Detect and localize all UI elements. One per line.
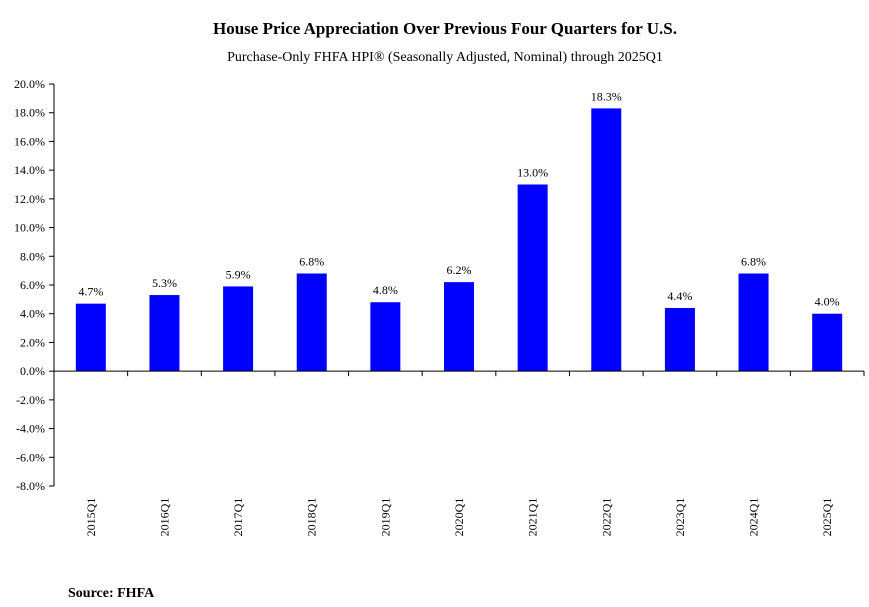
chart-subtitle: Purchase-Only FHFA HPI® (Seasonally Adju… [227, 50, 663, 65]
bar-2024Q1 [738, 273, 769, 372]
bars [75, 108, 843, 372]
x-tick-label-2017Q1: 2017Q1 [231, 498, 245, 537]
bar-2018Q1 [296, 273, 327, 372]
y-tick-label: 14.0% [14, 163, 45, 177]
source-note: Source: FHFA [68, 586, 155, 601]
x-tick-label-2025Q1: 2025Q1 [820, 498, 834, 537]
data-label-2020Q1: 6.2% [447, 263, 472, 277]
x-tick-label-2018Q1: 2018Q1 [305, 498, 319, 537]
x-tick-label-2022Q1: 2022Q1 [599, 498, 613, 537]
x-tick-label-2015Q1: 2015Q1 [84, 498, 98, 537]
bar-2020Q1 [444, 282, 474, 372]
data-label-2019Q1: 4.8% [373, 283, 398, 297]
y-tick-label: 16.0% [14, 134, 45, 148]
y-tick-label: 18.0% [14, 106, 45, 120]
y-tick-label: 10.0% [14, 221, 45, 235]
data-label-2015Q1: 4.7% [78, 285, 103, 299]
y-tick-label: 4.0% [20, 307, 45, 321]
bar-2019Q1 [370, 302, 401, 372]
data-label-2017Q1: 5.9% [226, 267, 251, 281]
y-tick-label: 20.0% [14, 77, 45, 91]
x-tick-label-2023Q1: 2023Q1 [673, 498, 687, 537]
y-axis-ticks: 20.0% 18.0% 16.0% 14.0% 12.0% 10.0% 8.0% 6.0% 4.… [14, 77, 54, 493]
y-tick-label: -2.0% [16, 393, 45, 407]
x-tick-label-2016Q1: 2016Q1 [157, 498, 171, 537]
data-labels: 4.7% 5.3% 5.9% 6.8% 4.8% 6.2% 13.0% 18.3% 4.4% 6.… [78, 89, 839, 308]
x-tick-label-2021Q1: 2021Q1 [526, 498, 540, 537]
x-tick-label-2020Q1: 2020Q1 [452, 498, 466, 537]
y-tick-label: -6.0% [16, 450, 45, 464]
y-tick-label: 0.0% [20, 364, 45, 378]
bar-2023Q1 [664, 307, 695, 372]
data-label-2025Q1: 4.0% [815, 295, 840, 309]
y-tick-label: -8.0% [16, 479, 45, 493]
y-tick-label: 6.0% [20, 278, 45, 292]
bar-2021Q1 [517, 184, 548, 372]
y-tick-label: 2.0% [20, 335, 45, 349]
data-label-2023Q1: 4.4% [667, 289, 692, 303]
bar-2015Q1 [75, 303, 106, 372]
data-label-2016Q1: 5.3% [152, 276, 177, 290]
data-label-2018Q1: 6.8% [299, 255, 324, 269]
x-axis-ticks: 2015Q1 2016Q1 2017Q1 2018Q1 2019Q1 2020Q1 2021… [53, 371, 865, 537]
y-tick-label: 12.0% [14, 192, 45, 206]
chart-title: House Price Appreciation Over Previous F… [213, 19, 677, 38]
data-label-2021Q1: 13.0% [517, 166, 548, 180]
x-tick-label-2019Q1: 2019Q1 [378, 498, 392, 537]
bar-2016Q1 [149, 295, 180, 372]
data-label-2024Q1: 6.8% [741, 255, 766, 269]
x-tick-label-2024Q1: 2024Q1 [747, 498, 761, 537]
bar-2022Q1 [591, 108, 622, 372]
data-label-2022Q1: 18.3% [591, 89, 622, 103]
y-tick-label: -4.0% [16, 422, 45, 436]
bar-2025Q1 [812, 313, 843, 372]
y-tick-label: 8.0% [20, 249, 45, 263]
bar-2017Q1 [223, 286, 254, 372]
